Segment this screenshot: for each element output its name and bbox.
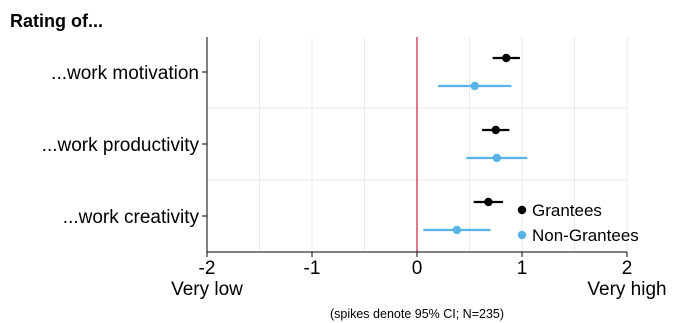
legend-label: Grantees (532, 201, 602, 220)
legend-label: Non-Grantees (532, 226, 639, 245)
legend-marker (517, 205, 527, 215)
data-marks (423, 53, 528, 235)
x-tick-label: 0 (412, 258, 423, 279)
category-label: ...work motivation (51, 63, 199, 84)
chart-caption: (spikes denote 95% CI; N=235) (330, 307, 504, 321)
x-end-label-low: Very low (171, 279, 243, 300)
data-point (470, 81, 479, 91)
legend: Grantees Non-Grantees (517, 201, 639, 245)
axes: -2 -1 0 1 2 ...work motivation ...work product… (42, 37, 633, 279)
x-tick-label: 2 (622, 258, 633, 279)
category-label: ...work creativity (63, 207, 200, 228)
x-tick-label: -2 (199, 258, 216, 279)
data-point (452, 225, 462, 235)
x-tick-label: 1 (517, 258, 528, 279)
category-label: ...work productivity (42, 135, 200, 156)
x-end-label-high: Very high (587, 279, 666, 300)
data-point (484, 197, 493, 207)
legend-marker (517, 230, 527, 240)
chart-title: Rating of... (10, 11, 103, 31)
data-point (502, 53, 511, 63)
x-tick-label: -1 (304, 258, 321, 279)
data-point (492, 153, 501, 163)
data-point (491, 125, 500, 135)
